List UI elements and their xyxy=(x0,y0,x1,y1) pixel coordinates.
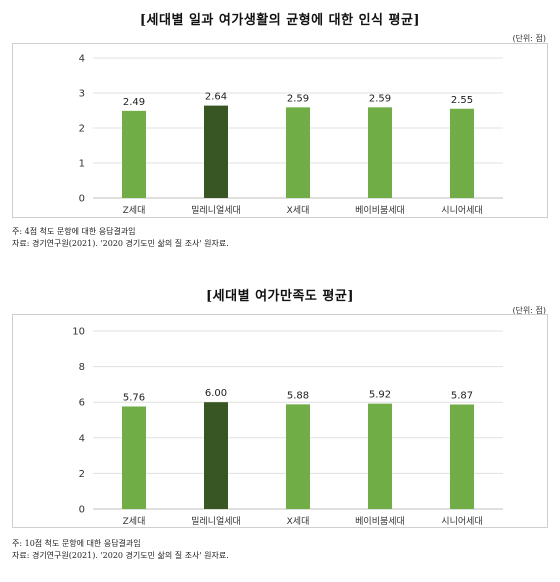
chart2-data-label: 6.00 xyxy=(205,388,227,399)
chart2-category-label: 베이비붐세대 xyxy=(355,516,405,527)
chart2-bar xyxy=(286,404,310,509)
chart1-data-label: 2.55 xyxy=(451,95,473,106)
chart2-frame: 0 2 4 6 8 10 5.76 Z세대 6.00 밀레니얼세대 5.88 X세대 5.92 베이비붐세… xyxy=(12,314,548,528)
chart2-category-label: X세대 xyxy=(287,516,310,527)
chart1-ytick-label: 0 xyxy=(79,194,85,205)
chart2-category-label: 밀레니얼세대 xyxy=(191,515,241,527)
chart2-category-label: 시니어세대 xyxy=(441,516,482,527)
chart2-data-label: 5.76 xyxy=(123,392,145,403)
chart1-ytick-label: 2 xyxy=(79,124,85,135)
chart1-category-label: 밀레니얼세대 xyxy=(191,204,241,216)
chart1-data-label: 2.49 xyxy=(123,97,145,108)
chart1-data-label: 2.64 xyxy=(205,92,227,103)
chart2-bar xyxy=(450,404,474,509)
chart2-data-label: 5.88 xyxy=(287,390,309,401)
chart1-bar xyxy=(286,107,310,198)
chart2-category-label: Z세대 xyxy=(123,516,146,527)
chart1-category-label: Z세대 xyxy=(123,205,146,216)
chart2-source: 자료: 경기연구원(2021). '2020 경기도민 삶의 질 조사' 원자료… xyxy=(12,551,229,560)
chart1-category-label: 시니어세대 xyxy=(441,205,482,216)
chart1-data-label: 2.59 xyxy=(287,93,309,104)
chart1-data-label: 2.59 xyxy=(369,93,391,104)
chart2-ytick-label: 4 xyxy=(79,433,85,444)
chart2-ytick-label: 6 xyxy=(79,398,85,409)
chart2-data-label: 5.87 xyxy=(451,391,473,402)
chart2-note: 주: 10점 척도 문항에 대한 응답결과임 xyxy=(12,539,141,548)
chart2-bar xyxy=(368,403,392,509)
chart2-ytick-label: 8 xyxy=(79,362,85,373)
chart1-ytick-label: 3 xyxy=(79,89,85,100)
chart1-bar xyxy=(204,105,228,198)
chart2-ytick-label: 2 xyxy=(79,469,85,480)
chart1-ytick-label: 4 xyxy=(79,54,85,65)
chart1-unit-label: (단위: 점) xyxy=(512,34,546,43)
chart1-bar xyxy=(122,110,146,198)
chart2-bar xyxy=(122,406,146,509)
chart1-title: [세대별 일과 여가생활의 균형에 대한 인식 평균] xyxy=(139,13,421,28)
chart2-data-label: 5.92 xyxy=(369,390,391,401)
chart2-title: [세대별 여가만족도 평균] xyxy=(206,289,354,304)
chart2-plot: 0 2 4 6 8 10 5.76 Z세대 6.00 밀레니얼세대 5.88 X세대 5.92 베이비붐세… xyxy=(72,327,503,527)
chart1-category-label: X세대 xyxy=(287,205,310,216)
chart1-plot: 0 1 2 3 4 2.49 Z세대 2.64 밀레니얼세대 2.59 X세대 2.59 베이비붐세대 2… xyxy=(79,54,503,216)
chart1-bar xyxy=(450,108,474,198)
chart1-frame: 0 1 2 3 4 2.49 Z세대 2.64 밀레니얼세대 2.59 X세대 2.59 베이비붐세대 2… xyxy=(12,43,548,218)
chart1-note: 주: 4점 척도 문항에 대한 응답결과임 xyxy=(12,227,136,236)
chart2-ytick-label: 10 xyxy=(72,327,85,338)
chart1-ytick-label: 1 xyxy=(79,159,85,170)
chart1-category-label: 베이비붐세대 xyxy=(355,205,405,216)
chart1-source: 자료: 경기연구원(2021). '2020 경기도민 삶의 질 조사' 원자료… xyxy=(12,239,229,248)
chart2-unit-label: (단위: 점) xyxy=(512,306,546,315)
chart2-ytick-label: 0 xyxy=(79,505,85,516)
chart1-bar xyxy=(368,107,392,198)
chart2-bar xyxy=(204,402,228,509)
